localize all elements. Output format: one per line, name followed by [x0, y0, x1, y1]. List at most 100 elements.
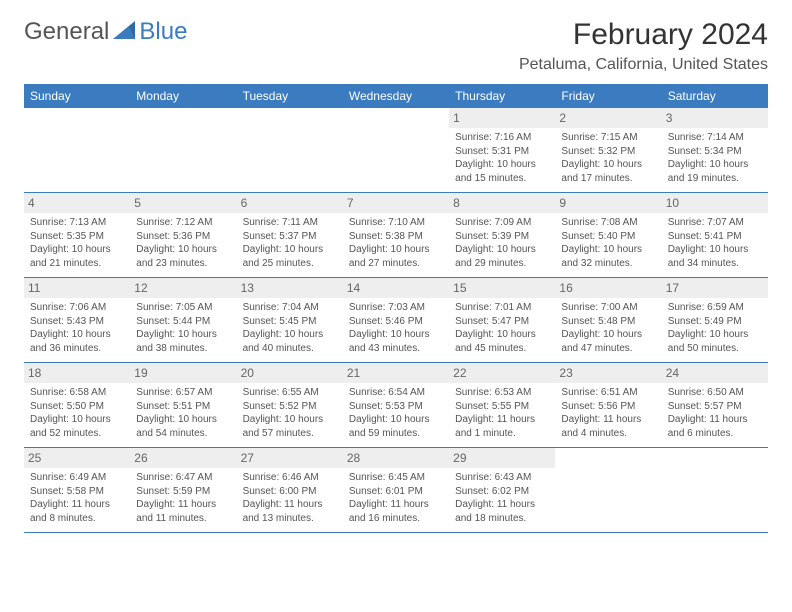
sunrise-text: Sunrise: 6:53 AM — [455, 386, 549, 400]
calendar: SundayMondayTuesdayWednesdayThursdayFrid… — [24, 84, 768, 533]
daylight-text: Daylight: 10 hours and 43 minutes. — [349, 328, 443, 355]
sunrise-text: Sunrise: 6:45 AM — [349, 471, 443, 485]
day-cell: . — [555, 448, 661, 532]
day-number: 26 — [130, 448, 236, 468]
day-number: 1 — [449, 108, 555, 128]
sunrise-text: Sunrise: 7:16 AM — [455, 131, 549, 145]
sunset-text: Sunset: 5:32 PM — [561, 145, 655, 159]
day-cell: 10Sunrise: 7:07 AMSunset: 5:41 PMDayligh… — [662, 193, 768, 277]
sunrise-text: Sunrise: 6:49 AM — [30, 471, 124, 485]
sunrise-text: Sunrise: 6:59 AM — [668, 301, 762, 315]
day-cell: . — [343, 108, 449, 192]
day-number: 24 — [662, 363, 768, 383]
day-cell: 12Sunrise: 7:05 AMSunset: 5:44 PMDayligh… — [130, 278, 236, 362]
daylight-text: Daylight: 10 hours and 32 minutes. — [561, 243, 655, 270]
day-number: 4 — [24, 193, 130, 213]
logo-text-general: General — [24, 18, 109, 46]
daylight-text: Daylight: 10 hours and 19 minutes. — [668, 158, 762, 185]
daylight-text: Daylight: 11 hours and 1 minute. — [455, 413, 549, 440]
daylight-text: Daylight: 10 hours and 52 minutes. — [30, 413, 124, 440]
sunrise-text: Sunrise: 7:05 AM — [136, 301, 230, 315]
day-header: Wednesday — [343, 84, 449, 108]
sunrise-text: Sunrise: 7:14 AM — [668, 131, 762, 145]
page-subtitle: Petaluma, California, United States — [519, 56, 768, 74]
sunset-text: Sunset: 5:51 PM — [136, 400, 230, 414]
sunset-text: Sunset: 5:55 PM — [455, 400, 549, 414]
sunset-text: Sunset: 5:53 PM — [349, 400, 443, 414]
logo-text-blue: Blue — [139, 18, 187, 46]
day-number: 6 — [237, 193, 343, 213]
day-number: 13 — [237, 278, 343, 298]
sunset-text: Sunset: 5:58 PM — [30, 485, 124, 499]
day-cell: 27Sunrise: 6:46 AMSunset: 6:00 PMDayligh… — [237, 448, 343, 532]
daylight-text: Daylight: 11 hours and 11 minutes. — [136, 498, 230, 525]
sunset-text: Sunset: 5:31 PM — [455, 145, 549, 159]
daylight-text: Daylight: 11 hours and 13 minutes. — [243, 498, 337, 525]
day-cell: 16Sunrise: 7:00 AMSunset: 5:48 PMDayligh… — [555, 278, 661, 362]
day-number: 9 — [555, 193, 661, 213]
day-number: 29 — [449, 448, 555, 468]
sunset-text: Sunset: 5:35 PM — [30, 230, 124, 244]
sunrise-text: Sunrise: 7:11 AM — [243, 216, 337, 230]
sunset-text: Sunset: 5:50 PM — [30, 400, 124, 414]
sunset-text: Sunset: 5:47 PM — [455, 315, 549, 329]
sunset-text: Sunset: 5:39 PM — [455, 230, 549, 244]
day-header: Friday — [555, 84, 661, 108]
daylight-text: Daylight: 10 hours and 15 minutes. — [455, 158, 549, 185]
daylight-text: Daylight: 11 hours and 4 minutes. — [561, 413, 655, 440]
daylight-text: Daylight: 11 hours and 8 minutes. — [30, 498, 124, 525]
day-cell: 8Sunrise: 7:09 AMSunset: 5:39 PMDaylight… — [449, 193, 555, 277]
day-number: 5 — [130, 193, 236, 213]
day-cell: 14Sunrise: 7:03 AMSunset: 5:46 PMDayligh… — [343, 278, 449, 362]
daylight-text: Daylight: 10 hours and 59 minutes. — [349, 413, 443, 440]
day-number: 27 — [237, 448, 343, 468]
sunset-text: Sunset: 5:59 PM — [136, 485, 230, 499]
sunset-text: Sunset: 5:37 PM — [243, 230, 337, 244]
daylight-text: Daylight: 10 hours and 21 minutes. — [30, 243, 124, 270]
day-cell: 5Sunrise: 7:12 AMSunset: 5:36 PMDaylight… — [130, 193, 236, 277]
day-cell: 7Sunrise: 7:10 AMSunset: 5:38 PMDaylight… — [343, 193, 449, 277]
sunrise-text: Sunrise: 6:58 AM — [30, 386, 124, 400]
sunrise-text: Sunrise: 6:43 AM — [455, 471, 549, 485]
sunset-text: Sunset: 5:44 PM — [136, 315, 230, 329]
day-number: 16 — [555, 278, 661, 298]
sunrise-text: Sunrise: 7:09 AM — [455, 216, 549, 230]
day-number: 22 — [449, 363, 555, 383]
day-cell: 22 Sunrise: 6:53 AMSunset: 5:55 PMDayligh… — [449, 363, 555, 447]
sunrise-text: Sunrise: 7:06 AM — [30, 301, 124, 315]
day-cell: 3Sunrise: 7:14 AMSunset: 5:34 PMDaylight… — [662, 108, 768, 192]
week-row: 11Sunrise: 7:06 AMSunset: 5:43 PMDayligh… — [24, 278, 768, 363]
sunrise-text: Sunrise: 7:13 AM — [30, 216, 124, 230]
day-cell: 18Sunrise: 6:58 AMSunset: 5:50 PMDayligh… — [24, 363, 130, 447]
day-header: Thursday — [449, 84, 555, 108]
daylight-text: Daylight: 10 hours and 29 minutes. — [455, 243, 549, 270]
sunset-text: Sunset: 5:56 PM — [561, 400, 655, 414]
day-cell: 23Sunrise: 6:51 AMSunset: 5:56 PMDayligh… — [555, 363, 661, 447]
day-number: 14 — [343, 278, 449, 298]
day-cell: 9Sunrise: 7:08 AMSunset: 5:40 PMDaylight… — [555, 193, 661, 277]
day-number: 3 — [662, 108, 768, 128]
sunrise-text: Sunrise: 6:50 AM — [668, 386, 762, 400]
day-cell: 6Sunrise: 7:11 AMSunset: 5:37 PMDaylight… — [237, 193, 343, 277]
daylight-text: Daylight: 10 hours and 47 minutes. — [561, 328, 655, 355]
day-cell: 21Sunrise: 6:54 AMSunset: 5:53 PMDayligh… — [343, 363, 449, 447]
daylight-text: Daylight: 10 hours and 34 minutes. — [668, 243, 762, 270]
day-cell: 15Sunrise: 7:01 AMSunset: 5:47 PMDayligh… — [449, 278, 555, 362]
sunrise-text: Sunrise: 6:54 AM — [349, 386, 443, 400]
sunrise-text: Sunrise: 6:46 AM — [243, 471, 337, 485]
day-header: Monday — [130, 84, 236, 108]
day-number: 15 — [449, 278, 555, 298]
daylight-text: Daylight: 11 hours and 16 minutes. — [349, 498, 443, 525]
day-cell: 13Sunrise: 7:04 AMSunset: 5:45 PMDayligh… — [237, 278, 343, 362]
day-number: 17 — [662, 278, 768, 298]
daylight-text: Daylight: 11 hours and 6 minutes. — [668, 413, 762, 440]
day-cell: 4 Sunrise: 7:13 AMSunset: 5:35 PMDaylight… — [24, 193, 130, 277]
day-cell: . — [662, 448, 768, 532]
day-number: 11 — [24, 278, 130, 298]
sunrise-text: Sunrise: 6:57 AM — [136, 386, 230, 400]
day-cell: . — [237, 108, 343, 192]
day-header-row: SundayMondayTuesdayWednesdayThursdayFrid… — [24, 84, 768, 108]
sunset-text: Sunset: 6:01 PM — [349, 485, 443, 499]
day-cell: 19Sunrise: 6:57 AMSunset: 5:51 PMDayligh… — [130, 363, 236, 447]
sunset-text: Sunset: 5:52 PM — [243, 400, 337, 414]
